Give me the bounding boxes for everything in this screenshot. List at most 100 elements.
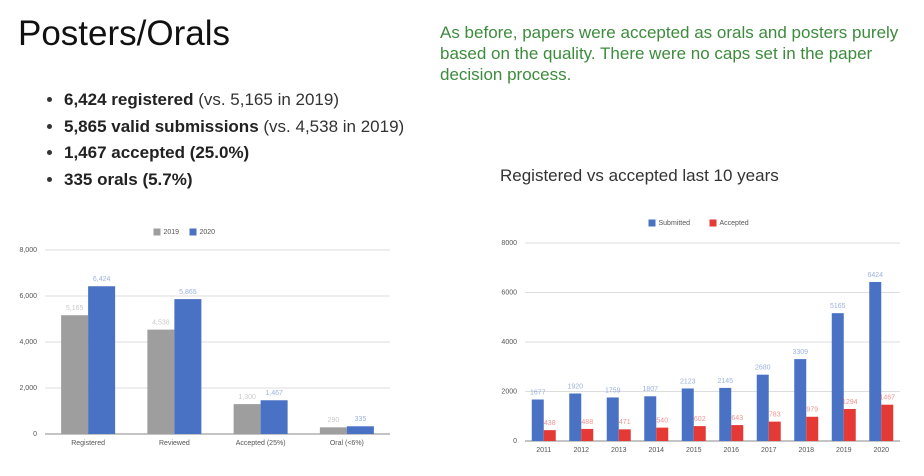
bullet-bold: 6,424 registered	[64, 90, 194, 109]
legend-swatch	[648, 219, 656, 227]
bar	[843, 408, 856, 441]
value-label: 5165	[830, 303, 846, 310]
value-label: 471	[619, 419, 631, 426]
value-label: 438	[544, 420, 556, 427]
bar	[606, 397, 619, 441]
value-label: 1920	[567, 383, 583, 390]
x-tick-label: Reviewed	[159, 440, 190, 447]
x-tick-label: 2018	[798, 447, 814, 454]
y-tick-label: 4,000	[19, 339, 37, 346]
bar	[346, 426, 374, 434]
value-label: 979	[806, 407, 818, 414]
bullet: 6,424 registered (vs. 5,165 in 2019)	[64, 90, 404, 117]
value-label: 4,538	[152, 319, 170, 326]
bar	[731, 425, 744, 441]
y-tick-label: 4000	[501, 339, 517, 346]
value-label: 3309	[792, 349, 808, 356]
value-label: 290	[328, 417, 340, 424]
x-tick-label: 2011	[536, 447, 551, 454]
bar	[618, 429, 631, 441]
legend-label: Submitted	[659, 220, 691, 227]
bar	[644, 396, 657, 441]
slide-title: Posters/Orals	[18, 14, 230, 53]
note: As before, papers were accepted as orals…	[440, 23, 899, 84]
value-label: 540	[656, 417, 668, 424]
bar	[581, 428, 594, 441]
bar	[806, 416, 819, 441]
x-tick-label: 2016	[723, 447, 739, 454]
value-label: 5,865	[179, 289, 197, 296]
value-label: 602	[694, 416, 706, 423]
value-label: 6,424	[93, 276, 111, 283]
bullet-list: 6,424 registered (vs. 5,165 in 2019) 5,8…	[28, 90, 404, 196]
value-label: 2680	[755, 365, 771, 372]
legend-swatch	[153, 228, 161, 236]
y-tick-label: 2,000	[19, 385, 37, 392]
x-tick-label: 2017	[761, 447, 777, 454]
bar	[881, 404, 894, 441]
value-label: 1,467	[265, 390, 283, 397]
bar	[794, 359, 807, 441]
bullet-bold: 1,467 accepted (25.0%)	[64, 143, 250, 162]
bar	[869, 282, 882, 441]
y-tick-label: 6,000	[19, 293, 37, 300]
value-label: 2123	[680, 378, 696, 385]
value-label: 1759	[605, 387, 621, 394]
bullet-bold: 335 orals (5.7%)	[64, 169, 193, 189]
value-label: 1807	[642, 386, 658, 393]
bar	[319, 427, 347, 434]
bar	[756, 374, 769, 441]
bullet-rest: (vs. 5,165 in 2019)	[193, 90, 339, 109]
value-label: 488	[581, 419, 593, 426]
value-label: 783	[769, 411, 781, 418]
x-tick-label: 2014	[648, 447, 664, 454]
legend-swatch	[189, 228, 197, 236]
x-tick-label: 2012	[573, 447, 589, 454]
bar	[543, 430, 556, 441]
bar	[681, 388, 694, 441]
bullet: 1,467 accepted (25.0%)	[64, 143, 404, 170]
y-tick-label: 2000	[501, 388, 517, 395]
legend-label: 2019	[164, 229, 180, 236]
bar	[719, 387, 732, 441]
bar	[260, 400, 288, 434]
bar	[61, 315, 89, 434]
bar	[569, 393, 582, 441]
value-label: 643	[731, 415, 743, 422]
bar	[693, 426, 706, 441]
x-tick-label: 2020	[873, 447, 889, 454]
bar	[831, 313, 844, 441]
bullet: 335 orals (5.7%)	[64, 170, 404, 197]
bar	[768, 421, 781, 441]
value-label: 335	[355, 416, 367, 423]
value-label: 5,165	[66, 305, 84, 312]
y-tick-label: 0	[33, 431, 37, 438]
value-label: 1677	[530, 389, 546, 396]
value-label: 1467	[879, 395, 895, 402]
x-tick-label: 2015	[686, 447, 702, 454]
y-tick-label: 6000	[501, 289, 517, 296]
value-label: 1294	[842, 399, 858, 406]
chart-title: Registered vs accepted last 10 years	[500, 166, 779, 185]
value-label: 2145	[717, 378, 733, 385]
x-tick-label: Accepted (25%)	[236, 440, 286, 447]
x-tick-label: 2013	[611, 447, 627, 454]
bullet: 5,865 valid submissions (vs. 4,538 in 20…	[64, 117, 404, 144]
bar	[233, 404, 261, 434]
legend-label: Accepted	[720, 220, 749, 227]
bar	[147, 329, 175, 434]
value-label: 6424	[867, 272, 883, 279]
bar	[88, 286, 116, 434]
x-tick-label: Oral (<6%)	[330, 440, 364, 447]
y-tick-label: 8000	[501, 240, 517, 247]
legend-label: 2020	[200, 229, 216, 236]
bar	[531, 399, 544, 441]
bar	[656, 427, 669, 441]
bar	[174, 299, 202, 434]
y-tick-label: 0	[513, 438, 517, 445]
x-tick-label: Registered	[71, 440, 105, 447]
value-label: 1,300	[238, 394, 256, 401]
legend-swatch	[709, 219, 717, 227]
